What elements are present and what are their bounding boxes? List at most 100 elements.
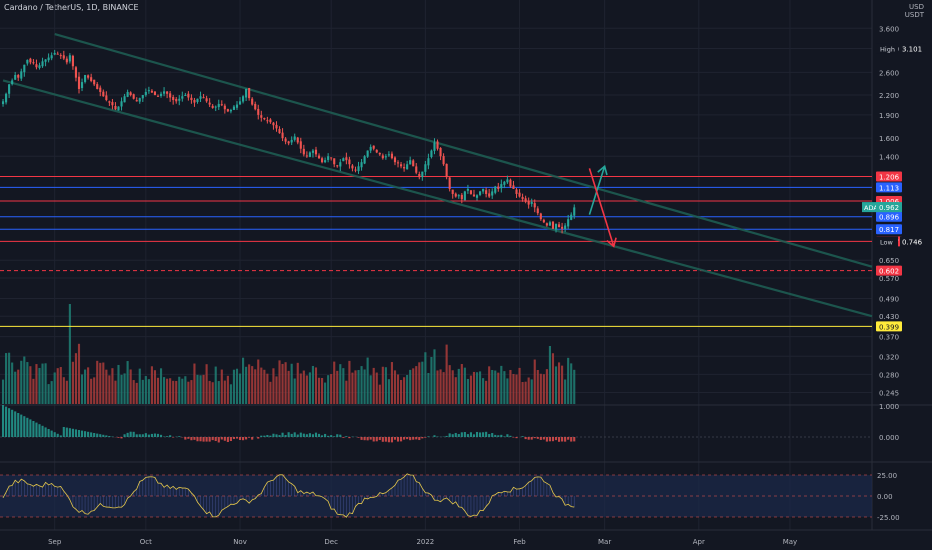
- candlestick-series[interactable]: [1, 49, 576, 234]
- candle-body: [460, 194, 463, 200]
- volume-bar: [41, 363, 44, 404]
- volume-bar: [308, 372, 311, 404]
- osc-bar: [317, 433, 321, 437]
- volume-bar: [5, 353, 8, 404]
- candle-body: [44, 59, 47, 62]
- price-tick-label: 2.200: [879, 92, 899, 100]
- candle-body: [384, 156, 387, 158]
- volume-bar: [320, 377, 324, 404]
- candle-body: [412, 160, 415, 167]
- candle-body: [302, 148, 305, 155]
- marker-value: 0.962: [879, 204, 899, 212]
- time-tick-label: 2022: [416, 538, 434, 546]
- candle-body: [238, 101, 242, 105]
- osc-bar: [150, 433, 153, 437]
- volume-bar: [290, 363, 293, 404]
- candle-body: [497, 186, 500, 189]
- osc-bar: [275, 434, 278, 437]
- candle-body: [126, 91, 129, 97]
- volume-bar: [551, 353, 555, 404]
- volume-bar: [354, 370, 357, 404]
- osc-bar: [406, 437, 409, 440]
- candle-body: [439, 147, 442, 157]
- volume-bar: [105, 369, 108, 404]
- volume-bar: [190, 380, 193, 404]
- candle-body: [29, 58, 32, 63]
- osc-bar: [208, 437, 211, 442]
- volume-bar: [26, 362, 29, 404]
- osc-bar: [59, 435, 62, 437]
- volume-bar: [436, 370, 439, 404]
- candle-body: [90, 77, 93, 81]
- osc-bar: [153, 433, 157, 437]
- volume-bar: [439, 369, 442, 404]
- osc-bar: [80, 430, 84, 437]
- candle-body: [226, 109, 229, 112]
- level-tag-label: 0.602: [879, 268, 899, 276]
- volume-bar: [539, 373, 542, 404]
- candle-body: [217, 103, 220, 108]
- candle-body: [272, 122, 275, 126]
- candle-body: [333, 158, 336, 165]
- candle-body: [175, 98, 178, 102]
- volume-bar: [229, 384, 232, 404]
- osc-bar: [238, 437, 242, 440]
- volume-bar: [433, 349, 436, 404]
- candle-body: [56, 53, 59, 55]
- volume-bar: [74, 353, 78, 404]
- candle-body: [536, 208, 539, 214]
- osc-bar: [500, 434, 503, 437]
- candle-body: [530, 201, 533, 204]
- candle-body: [515, 189, 518, 194]
- volume-bar: [8, 352, 11, 404]
- volume-bar: [269, 381, 272, 404]
- volume-bar: [178, 376, 181, 404]
- volume-bar: [266, 373, 269, 404]
- volume-bar: [17, 369, 20, 404]
- osc-bar: [68, 428, 71, 437]
- price-axis[interactable]: 3.6003.1002.6002.2001.9001.6001.4000.650…: [862, 25, 926, 522]
- candle-body: [336, 165, 339, 167]
- level-tag-label: 0.896: [879, 214, 900, 222]
- volume-bar: [175, 380, 178, 404]
- up-arrow-head: [597, 164, 608, 176]
- volume-bar: [533, 359, 536, 404]
- candle-body: [266, 120, 269, 122]
- osc-bar: [399, 437, 403, 442]
- volume-bar: [260, 367, 263, 404]
- volume-bar: [451, 370, 454, 404]
- time-axis[interactable]: Sep Oct Nov Dec 2022 Feb Mar Apr May: [48, 538, 797, 546]
- osc-bar: [494, 434, 497, 437]
- volume-bar: [554, 366, 558, 404]
- osc-bar: [77, 430, 81, 437]
- volume-bar: [418, 362, 421, 404]
- candle-body: [396, 162, 400, 164]
- candle-body: [557, 224, 561, 228]
- candle-body: [117, 106, 120, 111]
- candle-body: [35, 64, 38, 68]
- osc-bar: [424, 437, 427, 438]
- projection-arrows[interactable]: [588, 164, 617, 248]
- osc-bar: [302, 433, 305, 437]
- volume-bar: [393, 370, 397, 404]
- volume-bar: [460, 364, 463, 404]
- volume-bar: [169, 378, 172, 404]
- candle-body: [548, 222, 552, 226]
- candle-body: [403, 167, 406, 169]
- candle-body: [381, 155, 384, 159]
- level-tag: [876, 171, 902, 182]
- level-lines[interactable]: [0, 175, 872, 327]
- candle-body: [427, 158, 430, 166]
- osc-bar: [120, 437, 123, 439]
- trend-channel[interactable]: [2, 32, 873, 318]
- osc-bar: [90, 432, 93, 437]
- osc-bar: [378, 437, 381, 441]
- osc-bar: [290, 433, 293, 437]
- volume-bar: [226, 375, 229, 404]
- volume-bar: [360, 366, 363, 404]
- candle-body: [366, 150, 369, 157]
- volume-bar: [412, 368, 415, 404]
- volume-bar: [159, 368, 163, 404]
- volume-bar: [351, 372, 354, 404]
